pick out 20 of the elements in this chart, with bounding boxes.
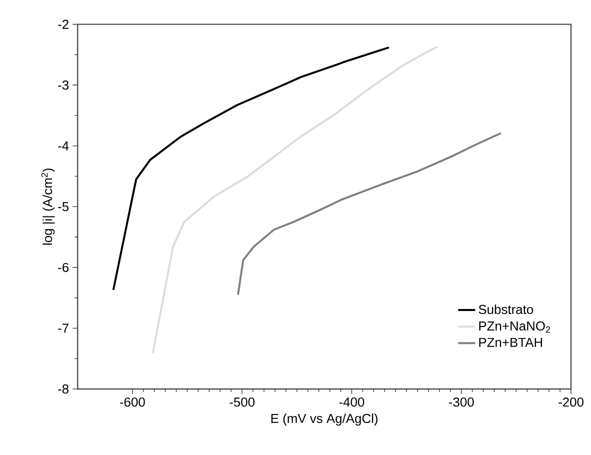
x-tick-label: -600 (120, 398, 145, 407)
y-axis-title: log |i| (A/cm$^{2}$) (41, 168, 55, 245)
x-tick-label: -300 (448, 398, 474, 407)
y-tick-label: -3 (58, 80, 69, 90)
legend-label: Substrato (478, 304, 534, 314)
x-tick-label: -500 (230, 398, 255, 407)
line-series (152, 46, 438, 354)
y-tick-label: -4 (58, 141, 69, 150)
y-tick-label: -6 (58, 262, 69, 272)
x-tick-label: -400 (339, 398, 364, 407)
legend-label: PZn+NaNO$_{2}$ (479, 321, 550, 333)
y-tick-label: -2 (58, 20, 68, 29)
y-tick-label: -5 (58, 202, 69, 212)
line-series (112, 46, 390, 291)
legend-label: PZn+BTAH (479, 338, 542, 347)
y-tick-label: -7 (58, 324, 68, 333)
x-axis-title: E (mV vs Ag/AgCl) (271, 414, 378, 426)
line-series (237, 132, 502, 296)
x-tick-label: -200 (558, 398, 584, 407)
y-tick-label: -8 (58, 384, 69, 394)
